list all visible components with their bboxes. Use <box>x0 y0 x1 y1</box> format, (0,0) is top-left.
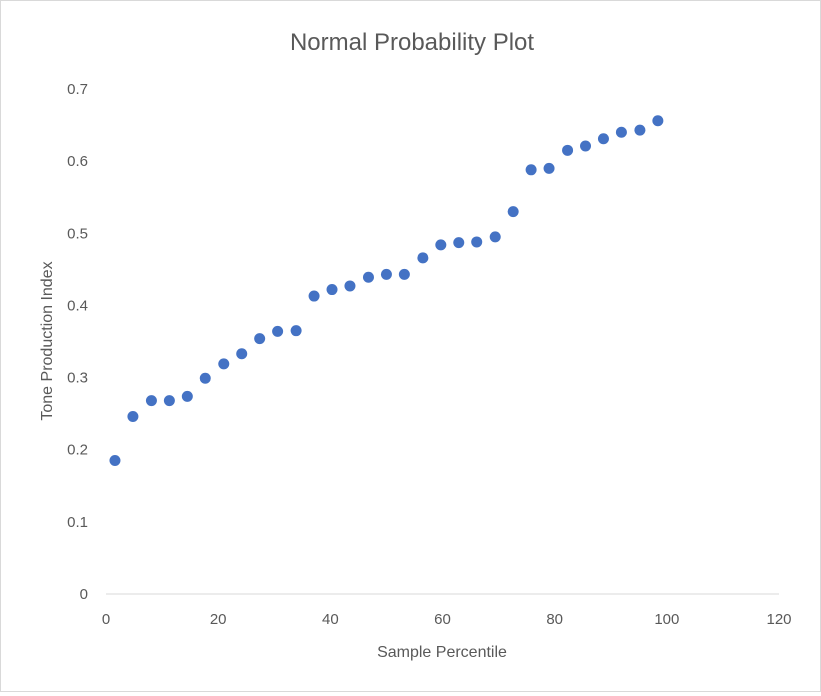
data-point <box>236 348 248 360</box>
y-tick-label: 0.7 <box>67 81 88 98</box>
data-point <box>145 395 157 407</box>
data-point <box>634 124 646 136</box>
data-point <box>127 411 139 423</box>
data-point <box>417 252 429 264</box>
data-point <box>580 140 592 152</box>
data-point <box>362 271 374 283</box>
data-point <box>453 237 465 249</box>
x-tick-label: 0 <box>102 611 110 628</box>
data-point <box>290 325 302 337</box>
data-point <box>435 239 447 251</box>
y-tick-label: 0 <box>80 586 88 603</box>
data-point <box>652 115 664 127</box>
data-point <box>109 455 121 467</box>
data-points <box>109 115 664 467</box>
data-point <box>326 284 338 296</box>
data-point <box>380 268 392 280</box>
y-axis-ticks: 0 0.1 0.2 0.3 0.4 0.5 0.6 0.7 <box>67 81 88 603</box>
data-point <box>562 144 574 156</box>
y-tick-label: 0.1 <box>67 514 88 531</box>
data-point <box>308 290 320 302</box>
y-axis-title: Tone Production Index <box>39 261 56 420</box>
y-tick-label: 0.5 <box>67 225 88 242</box>
x-tick-label: 120 <box>766 611 791 628</box>
y-tick-label: 0.6 <box>67 153 88 170</box>
data-point <box>597 133 609 145</box>
data-point <box>254 333 266 345</box>
data-point <box>199 372 211 384</box>
data-point <box>163 395 175 407</box>
data-point <box>615 126 627 138</box>
x-axis-ticks: 0 20 40 60 80 100 120 <box>102 611 792 628</box>
x-tick-label: 60 <box>434 611 451 628</box>
data-point <box>471 236 483 248</box>
data-point <box>543 162 555 174</box>
data-point <box>507 206 519 218</box>
x-axis-title: Sample Percentile <box>377 644 507 661</box>
data-point <box>489 231 501 243</box>
data-point <box>525 164 537 176</box>
data-point <box>218 358 230 370</box>
x-tick-label: 40 <box>322 611 339 628</box>
data-point <box>398 268 410 280</box>
x-tick-label: 20 <box>210 611 227 628</box>
x-tick-label: 100 <box>654 611 679 628</box>
y-tick-label: 0.2 <box>67 442 88 459</box>
y-tick-label: 0.3 <box>67 370 88 387</box>
x-tick-label: 80 <box>546 611 563 628</box>
chart-title: Normal Probability Plot <box>290 29 534 56</box>
data-point <box>344 280 356 292</box>
y-tick-label: 0.4 <box>67 297 88 314</box>
data-point <box>272 325 284 337</box>
data-point <box>181 390 193 402</box>
